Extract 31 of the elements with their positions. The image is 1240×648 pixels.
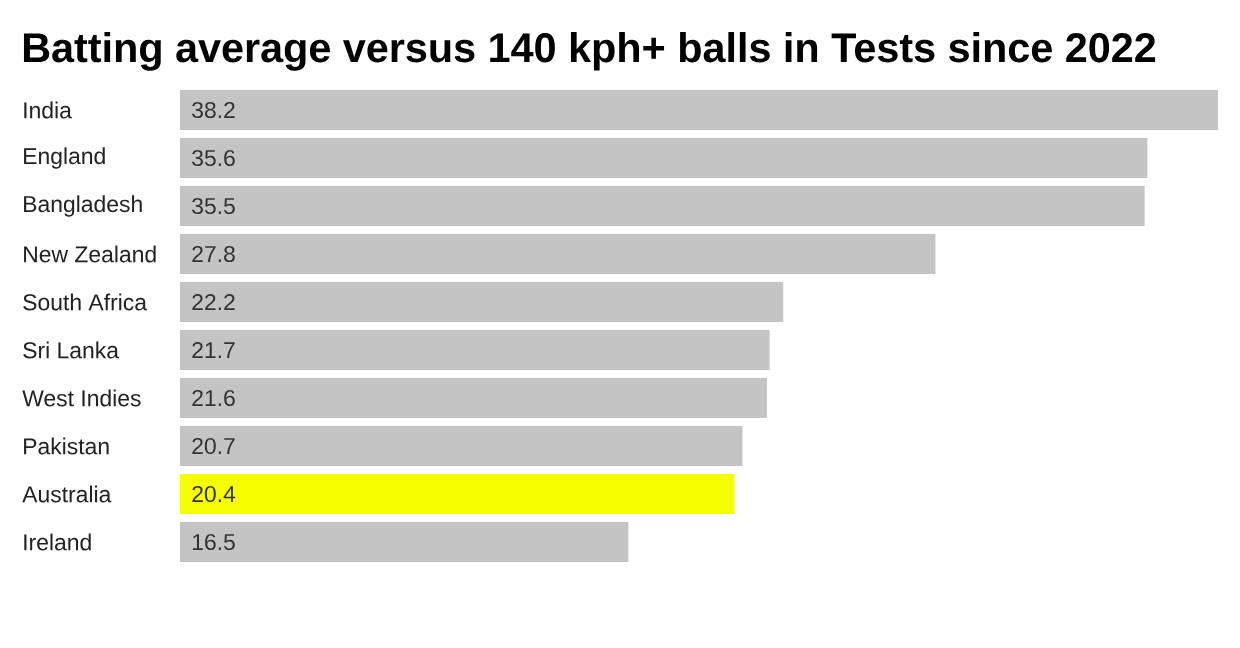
y-tick-label: Sri Lanka [23,341,119,359]
bar [180,378,767,418]
data-label: 20.7 [192,437,235,455]
y-tick-label: Pakistan [24,437,109,455]
y-tick-label: West Indies [22,389,141,407]
y-tick-label: New Zealand [24,245,156,263]
data-label: 38.2 [192,101,235,119]
y-tick-label: England [24,147,105,169]
bar [180,138,1148,178]
bar [180,186,1145,226]
data-label: 22.2 [192,294,235,310]
bar [180,90,1219,130]
bar [180,474,735,514]
data-label: 27.8 [192,245,235,263]
bar [180,282,784,322]
data-label: 35.6 [192,149,235,167]
bar [180,522,629,562]
y-tick-label: Ireland [24,533,91,551]
data-label: 20.4 [192,485,236,503]
data-label: 35.5 [192,197,235,215]
data-label: 16.5 [192,533,235,551]
bar [180,234,936,274]
bar [180,330,770,370]
y-tick-label: India [24,101,72,119]
chart-title: Batting average versus 140 kph+ balls in Tests since 2022 [23,32,1156,71]
y-tick-label: South Africa [23,293,147,311]
data-label: 21.7 [192,342,235,358]
data-label: 21.6 [192,389,235,407]
y-tick-label: Bangladesh [24,195,142,217]
bar [180,426,743,466]
y-tick-label: Australia [22,485,112,503]
